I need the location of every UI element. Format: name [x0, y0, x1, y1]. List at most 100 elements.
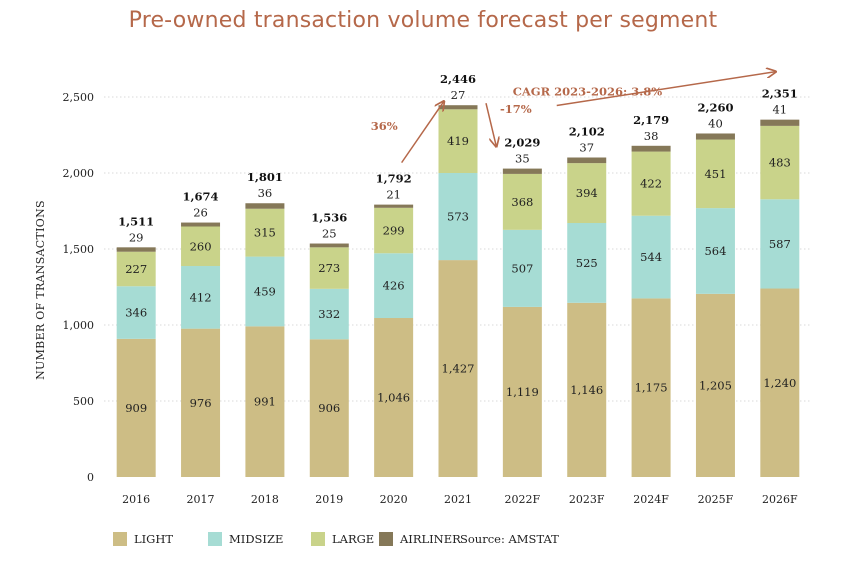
decline-arrow [485, 103, 496, 146]
y-axis: 0 500 1,000 1,500 2,000 2,500 [63, 91, 95, 484]
data-label-midsize: 346 [125, 306, 147, 320]
data-label-airliner: 27 [451, 88, 466, 102]
legend-label-midsize: MIDSIZE [229, 532, 283, 546]
bar-segment-airliner [631, 145, 671, 152]
total-label: 2,179 [633, 113, 669, 127]
bar-segment-large [245, 208, 285, 257]
bar-segment-midsize [438, 173, 478, 261]
bar-segment-light [695, 293, 735, 477]
cagr-arrow [556, 72, 776, 107]
bar-segment-airliner [760, 119, 800, 126]
legend-label-airliner: AIRLINER [399, 532, 461, 546]
data-label-midsize: 564 [704, 244, 726, 258]
legend-label-light: LIGHT [134, 532, 173, 546]
data-label-midsize: 507 [511, 261, 533, 275]
legend-swatch-light [113, 532, 127, 546]
y-tick-label: 1,500 [63, 243, 95, 256]
x-tick-label: 2016 [122, 493, 150, 506]
bar-segment-midsize [374, 253, 414, 319]
data-label-midsize: 587 [769, 237, 791, 251]
bar-segment-light [309, 339, 349, 477]
data-label-midsize: 426 [383, 279, 405, 293]
bar-segment-large [631, 151, 671, 216]
data-label-light: 1,146 [570, 383, 603, 397]
data-label-light: 1,046 [377, 391, 410, 405]
data-label-airliner: 37 [579, 140, 594, 154]
data-label-large: 299 [383, 224, 405, 238]
data-label-large: 273 [318, 261, 340, 275]
y-tick-label: 2,500 [63, 91, 95, 104]
bar-segment-light [181, 328, 221, 477]
source-text: Source: AMSTAT [460, 532, 559, 546]
legend: LIGHT MIDSIZE LARGE AIRLINER [113, 532, 461, 546]
data-label-light: 909 [125, 401, 147, 415]
bar-segment-large [116, 251, 156, 287]
chart-title: Pre-owned transaction volume forecast pe… [128, 8, 718, 33]
data-label-airliner: 35 [515, 152, 530, 166]
bar-segment-large [374, 207, 414, 254]
annotations: 36% -17% CAGR 2023-2026: 3.8% [371, 72, 776, 164]
bar-segment-airliner [309, 243, 349, 248]
y-tick-label: 2,000 [63, 167, 95, 180]
bar-segment-airliner [181, 222, 221, 227]
bar-segment-light [116, 338, 156, 477]
data-label-midsize: 412 [190, 290, 212, 304]
x-axis: 2016 2017 2018 2019 2020 2021 2022F 2023F 2024F 2… [122, 493, 798, 506]
x-tick-label: 2018 [251, 493, 279, 506]
total-label: 2,102 [569, 124, 605, 138]
x-tick-label: 2019 [315, 493, 343, 506]
y-tick-label: 1,000 [63, 319, 95, 332]
data-label-midsize: 525 [576, 256, 598, 270]
bar-segment-airliner [116, 247, 156, 252]
total-label: 1,674 [183, 190, 219, 204]
bar-segment-airliner [567, 157, 607, 164]
bar-segment-large [760, 125, 800, 200]
data-label-large: 451 [704, 167, 726, 181]
bar-segment-midsize [181, 266, 221, 329]
data-label-large: 315 [254, 226, 276, 240]
legend-swatch-large [311, 532, 325, 546]
bar-segment-midsize [116, 286, 156, 339]
data-label-large: 368 [511, 195, 533, 209]
data-label-airliner: 26 [193, 206, 208, 220]
x-tick-label: 2023F [569, 493, 605, 506]
x-tick-label: 2020 [380, 493, 408, 506]
bar-segment-large [502, 173, 542, 230]
y-tick-label: 0 [87, 471, 94, 484]
bar-segment-light [502, 306, 542, 477]
decline-annotation: -17% [500, 102, 532, 116]
data-label-large: 483 [769, 156, 791, 170]
bar-segment-midsize [760, 199, 800, 289]
total-label: 1,536 [311, 211, 347, 225]
total-label: 1,511 [118, 214, 154, 228]
data-label-light: 906 [318, 401, 340, 415]
bar-segment-airliner [245, 203, 285, 209]
data-label-airliner: 36 [258, 186, 273, 200]
data-label-midsize: 332 [318, 307, 340, 321]
data-label-midsize: 459 [254, 284, 276, 298]
data-label-airliner: 21 [386, 188, 401, 202]
x-tick-label: 2025F [698, 493, 734, 506]
total-label: 2,446 [440, 72, 476, 86]
bar-segment-midsize [695, 208, 735, 294]
data-label-midsize: 544 [640, 250, 662, 264]
legend-label-large: LARGE [332, 532, 374, 546]
x-tick-label: 2022F [505, 493, 541, 506]
bar-segment-airliner [502, 168, 542, 174]
total-label: 2,260 [697, 100, 733, 114]
bar-segment-airliner [374, 204, 414, 208]
bar-segment-airliner [695, 133, 735, 140]
bar-segment-large [567, 163, 607, 224]
data-label-light: 991 [254, 395, 276, 409]
bar-segment-large [438, 109, 478, 173]
bar-segment-large [695, 139, 735, 209]
bar-segment-large [181, 226, 221, 267]
x-tick-label: 2017 [187, 493, 215, 506]
x-tick-label: 2021 [444, 493, 472, 506]
bar-segment-midsize [567, 223, 607, 303]
data-label-light: 976 [190, 396, 212, 410]
data-label-light: 1,175 [635, 381, 668, 395]
cagr-annotation: CAGR 2023-2026: 3.8% [513, 84, 662, 98]
bar-segment-light [567, 302, 607, 477]
